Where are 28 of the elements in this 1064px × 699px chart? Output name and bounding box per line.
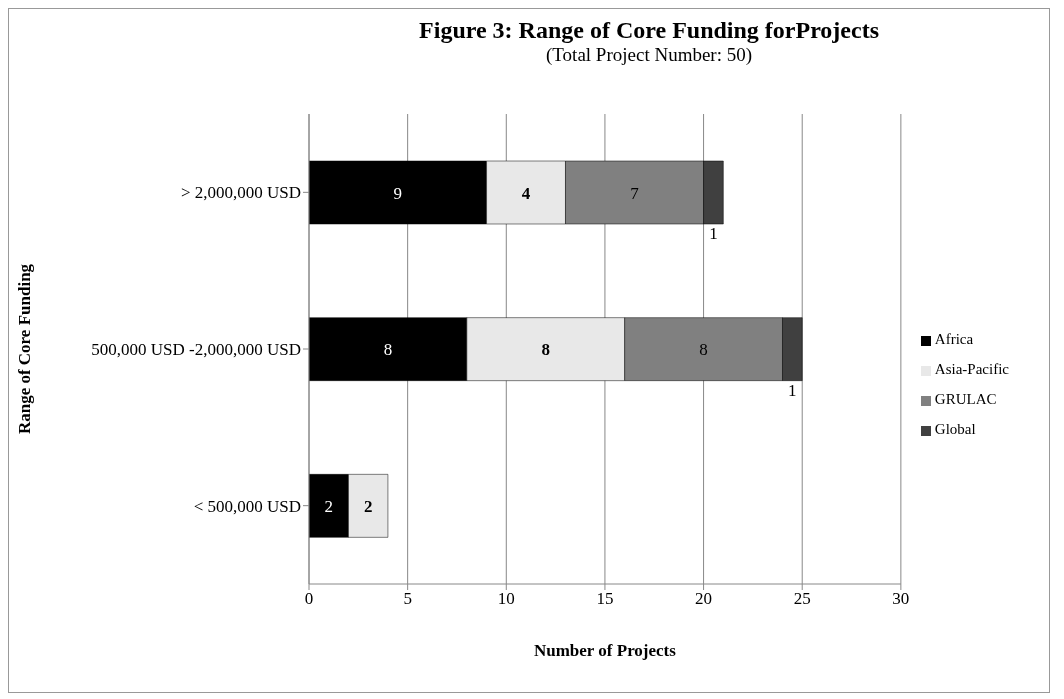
data-label: 4	[521, 183, 531, 203]
data-label: 8	[541, 340, 550, 360]
y-axis-title: Range of Core Funding	[15, 263, 35, 435]
x-tick-label: 30	[892, 589, 910, 609]
x-tick-label: 25	[793, 589, 811, 609]
x-tick-label: 20	[695, 589, 713, 609]
data-label: 2	[324, 496, 333, 516]
legend-label: Africa	[934, 331, 974, 347]
legend-label: GRULAC	[934, 391, 997, 407]
data-label: 8	[699, 340, 708, 360]
data-label: 9	[393, 183, 403, 203]
data-label: 1	[788, 380, 797, 400]
data-label: 7	[630, 183, 640, 203]
data-label: 1	[709, 224, 718, 243]
x-tick-label: 10	[497, 589, 515, 609]
y-tick-label: > 2,000,000 USD	[180, 183, 301, 203]
x-tick-label: 15	[596, 589, 614, 609]
x-axis-title: Number of Projects	[533, 641, 677, 660]
data-label: 8	[383, 340, 393, 360]
x-tick-label: 5	[403, 589, 412, 609]
x-tick-label: 0	[304, 589, 314, 609]
y-tick-label: 500,000 USD -2,000,000 USD	[91, 340, 301, 360]
chart-subtitle: (Total Project Number: 50)	[545, 44, 754, 66]
legend-label: Global	[934, 421, 976, 437]
y-tick-label: < 500,000 USD	[193, 496, 301, 516]
legend-label: Asia-Pacific	[934, 361, 1009, 377]
chart-title: Figure 3: Range of Core Funding forProjects	[419, 17, 879, 44]
data-label: 2	[363, 496, 373, 516]
